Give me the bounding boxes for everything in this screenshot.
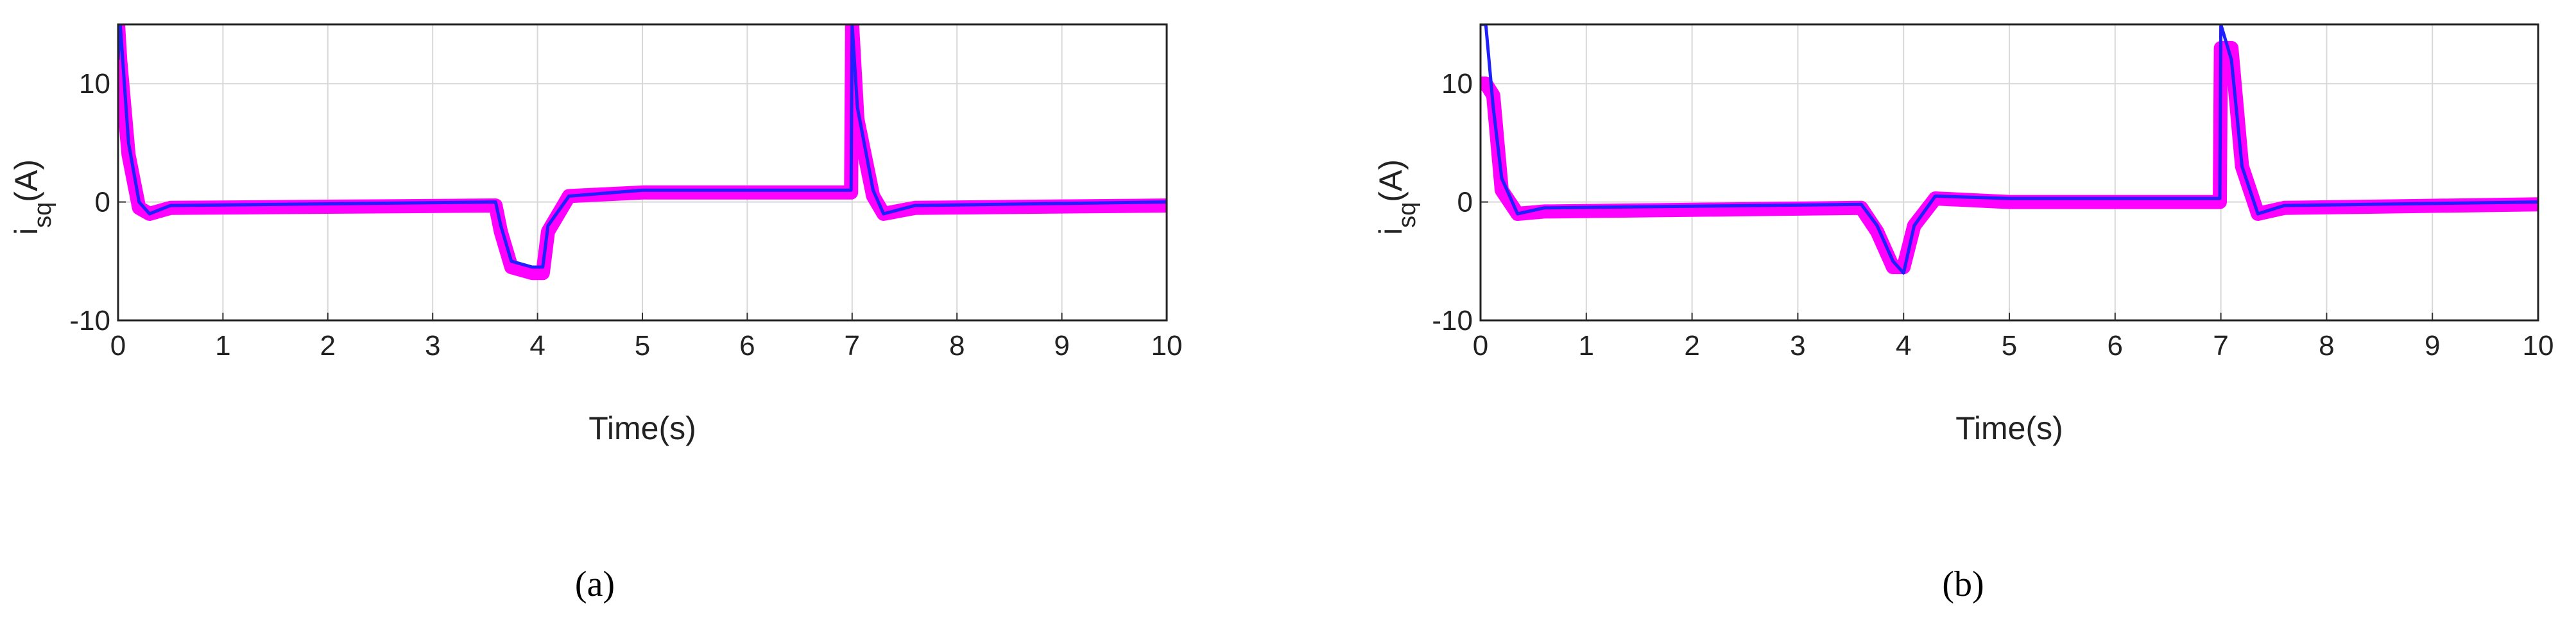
y-label-main: i: [1373, 228, 1409, 235]
x-tick-label: 5: [635, 330, 650, 361]
y-axis-label: isq(A): [8, 159, 56, 235]
x-tick-label: 0: [110, 330, 126, 361]
plot-frame: [1479, 23, 2539, 322]
x-tick-label: 1: [215, 330, 230, 361]
y-tick-label: 10: [1441, 68, 1473, 100]
y-tick-label: 10: [79, 68, 110, 100]
x-tick-label: 7: [845, 330, 860, 361]
plot-frame: [117, 23, 1168, 322]
x-tick-label: 6: [739, 330, 755, 361]
x-axis-label: Time(s): [588, 410, 696, 446]
x-tick-label: 10: [1151, 330, 1183, 361]
x-tick-label: 8: [2319, 330, 2334, 361]
x-tick-label: 6: [2108, 330, 2123, 361]
x-tick-label: 9: [1054, 330, 1069, 361]
x-tick-label: 10: [2523, 330, 2554, 361]
y-label-unit: (A): [1373, 159, 1409, 202]
x-tick-label: 2: [1684, 330, 1699, 361]
y-tick-label: -10: [1432, 305, 1473, 336]
y-label-sub: sq: [30, 202, 56, 228]
y-label-main: i: [8, 228, 44, 235]
x-tick-label: 2: [320, 330, 336, 361]
y-label-sub: sq: [1394, 202, 1421, 228]
x-tick-label: 4: [1896, 330, 1911, 361]
x-tick-label: 0: [1473, 330, 1488, 361]
y-tick-label: -10: [69, 305, 110, 336]
x-tick-label: 8: [949, 330, 965, 361]
x-tick-label: 7: [2213, 330, 2228, 361]
x-tick-label: 3: [425, 330, 440, 361]
x-tick-label: 3: [1790, 330, 1805, 361]
line: [1481, 24, 2538, 275]
x-tick-label: 9: [2425, 330, 2440, 361]
y-label-unit: (A): [8, 159, 44, 202]
caption: (a): [575, 564, 615, 604]
x-tick-label: 5: [2002, 330, 2017, 361]
x-tick-label: 1: [1579, 330, 1594, 361]
y-tick-label: 0: [1457, 187, 1473, 218]
x-tick-label: 4: [529, 330, 545, 361]
y-tick-label: 0: [95, 187, 110, 218]
caption: (b): [1942, 564, 1984, 604]
x-axis-label: Time(s): [1955, 410, 2063, 446]
line: [118, 24, 1167, 269]
y-axis-label: isq(A): [1373, 159, 1421, 235]
